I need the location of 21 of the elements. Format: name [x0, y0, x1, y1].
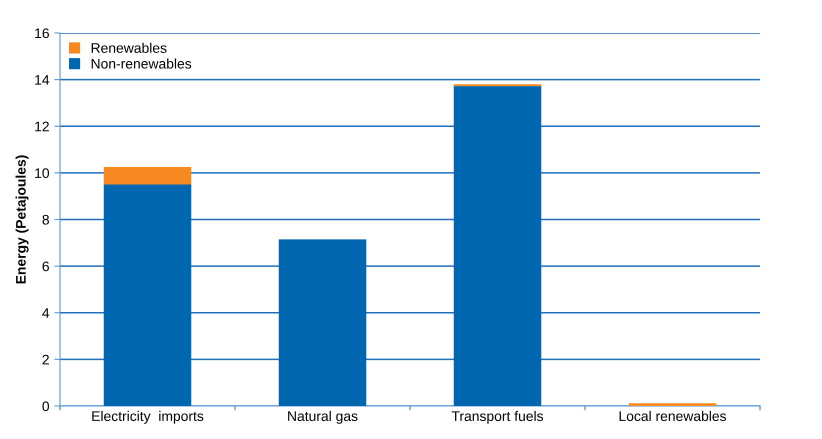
bar — [628, 403, 716, 406]
y-tick-label: 8 — [42, 214, 49, 225]
x-tick-label: Local renewables — [620, 410, 726, 422]
y-tick-label: 4 — [42, 308, 50, 318]
y-tick-label: 10 — [35, 168, 50, 178]
y-tick-label: 12 — [35, 122, 49, 132]
y-axis-title: Energy (Petajoules) — [16, 155, 29, 284]
legend-label: Non-renewables — [92, 58, 192, 69]
y-tick-label: 6 — [42, 261, 49, 272]
legend-label: Renewables — [92, 42, 166, 53]
x-tick-label: Electricity imports — [92, 410, 204, 424]
x-tick-label: Natural gas — [288, 410, 358, 424]
bar — [278, 239, 366, 406]
y-tick-label: 16 — [35, 28, 49, 38]
bar — [104, 167, 192, 185]
x-tick-label: Transport fuels — [452, 410, 544, 424]
y-tick-label: 0 — [42, 401, 50, 412]
y-tick-label: 14 — [35, 75, 50, 85]
bar — [454, 86, 542, 406]
y-tick-label: 2 — [42, 354, 49, 364]
bar — [104, 184, 192, 406]
